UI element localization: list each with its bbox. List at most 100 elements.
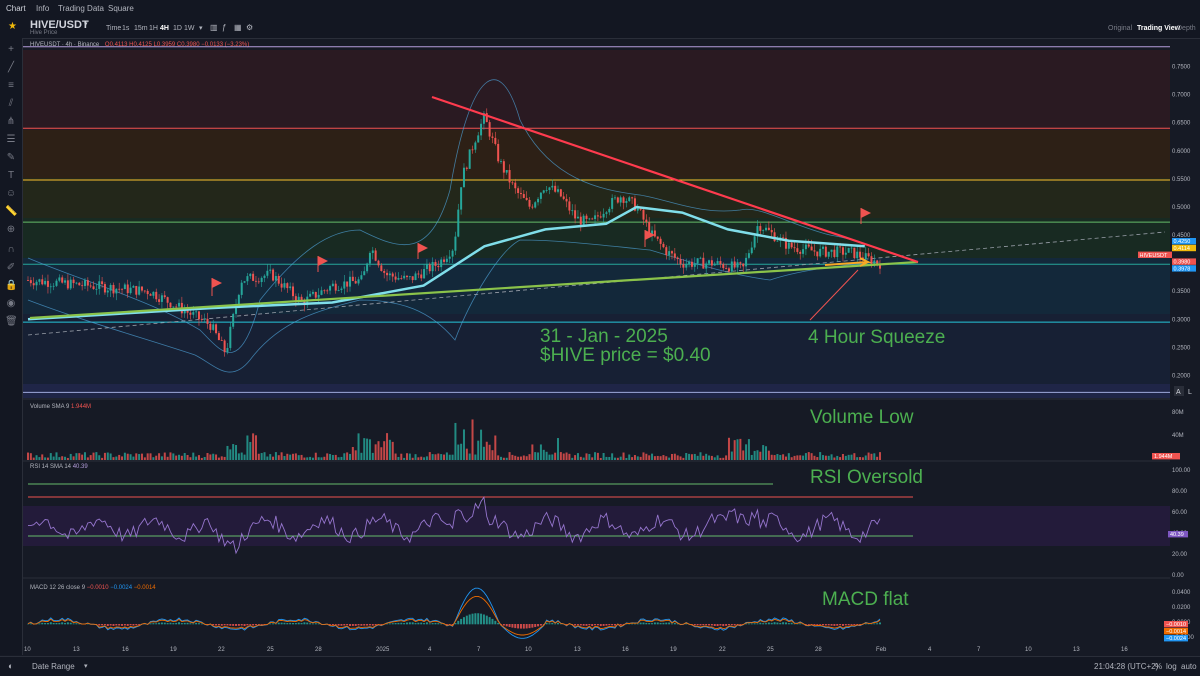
candle-body [449, 257, 451, 259]
macd-bar [603, 624, 605, 626]
macd-bar [557, 623, 559, 624]
volume-bar [617, 458, 619, 460]
candle-body [95, 289, 97, 290]
view-original[interactable]: Original [1108, 25, 1132, 32]
volume-bar [631, 457, 633, 460]
candle-body [642, 210, 644, 220]
resistance-trendline[interactable] [432, 97, 918, 262]
candle-body [628, 197, 630, 201]
candle-body [865, 253, 867, 259]
candle-body [443, 259, 445, 261]
macd-bar [799, 623, 801, 624]
volume-bar [591, 457, 593, 460]
macd-tick-label: 0.0000 [1172, 620, 1191, 626]
text-icon[interactable]: T [5, 170, 17, 182]
candle-body [776, 241, 778, 242]
zoom-icon[interactable]: ⊕ [5, 224, 17, 236]
date-range-button[interactable]: Date Range [32, 662, 75, 671]
support-trendline[interactable] [30, 262, 918, 318]
auto-scale-icon[interactable]: A [1176, 389, 1181, 396]
macd-bar [597, 624, 599, 625]
candle-body [440, 259, 442, 267]
macd-bar [272, 623, 274, 624]
volume-bar [264, 452, 266, 460]
ruler-icon[interactable]: 📏 [5, 206, 17, 218]
lock-draw-icon[interactable]: ✐ [5, 262, 17, 274]
nav-chart[interactable]: Chart [6, 4, 26, 13]
candle-body [355, 281, 357, 283]
macd-bar [819, 624, 821, 625]
volume-bar [611, 453, 613, 460]
brush-icon[interactable]: ✎ [5, 152, 17, 164]
tf-1w[interactable]: 1W [184, 25, 195, 32]
view-depth[interactable]: Depth [1177, 25, 1196, 32]
percent-toggle[interactable]: % [1155, 662, 1162, 671]
nav-trading-data[interactable]: Trading Data [58, 4, 104, 13]
volume-label: Volume SMA 9 [30, 404, 69, 410]
chevron-down-icon[interactable]: ▾ [199, 24, 203, 32]
layout-icon[interactable]: ▦ [234, 23, 242, 32]
candle-body [27, 280, 29, 281]
trash-icon[interactable]: 🗑 [5, 316, 17, 328]
macd-bar [258, 624, 260, 625]
volume-bar [805, 453, 807, 460]
nav-info[interactable]: Info [36, 4, 49, 13]
fib-icon[interactable]: ☰ [5, 134, 17, 146]
pitchfork-icon[interactable]: ⋔ [5, 116, 17, 128]
trendline-icon[interactable]: ╱ [5, 62, 17, 74]
volume-bar [566, 453, 568, 460]
emoji-icon[interactable]: ☺ [5, 188, 17, 200]
candle-body [611, 198, 613, 209]
settings-icon[interactable]: ◐ [8, 661, 13, 671]
legend-ma7: MA 7 close 0 SMA 9 0.4091 [30, 54, 104, 60]
eye-icon[interactable]: ◉ [5, 298, 17, 310]
candle-body [167, 297, 169, 303]
zone-green [23, 218, 1170, 258]
candle-body [198, 311, 200, 319]
candle-body [135, 286, 137, 295]
volume-bar [98, 455, 100, 460]
tf-4h[interactable]: 4H [160, 25, 169, 32]
chart-type-icon[interactable]: ▥ [210, 23, 218, 32]
macd-bar [454, 623, 456, 624]
log-scale-icon[interactable]: L [1188, 389, 1192, 396]
macd-v2: −0.0024 [110, 585, 132, 591]
tf-time[interactable]: Time [106, 25, 121, 32]
candle-body [184, 311, 186, 314]
candle-body [195, 311, 197, 312]
macd-bar [118, 624, 120, 625]
volume-bar [198, 455, 200, 460]
candle-body [375, 250, 377, 260]
tf-1s[interactable]: 1s [122, 25, 129, 32]
macd-bar [756, 624, 758, 625]
flag-icon [318, 256, 328, 272]
candle-body [426, 264, 428, 269]
tf-1d[interactable]: 1D [173, 25, 182, 32]
horizontal-line-icon[interactable]: ≡ [5, 80, 17, 92]
crosshair-icon[interactable]: + [5, 44, 17, 56]
view-trading-view[interactable]: Trading View [1137, 25, 1180, 32]
volume-bar [825, 456, 827, 460]
indicators-icon[interactable]: ƒ [222, 23, 226, 32]
lock-icon[interactable]: 🔒 [5, 280, 17, 292]
candle-body [851, 248, 853, 249]
tf-1h[interactable]: 1H [149, 25, 158, 32]
settings-icon[interactable]: ⚙ [246, 23, 253, 32]
magnet-icon[interactable]: ∩ [5, 244, 17, 256]
volume-bar [642, 452, 644, 460]
volume-bar [329, 454, 331, 460]
candle-body [78, 283, 80, 286]
star-icon[interactable]: ★ [8, 21, 17, 32]
auto-scale-button[interactable] [1174, 386, 1184, 396]
auto-toggle[interactable]: auto [1181, 662, 1197, 671]
chevron-down-icon[interactable]: ▾ [84, 20, 88, 28]
volume-bar [719, 458, 721, 460]
log-toggle[interactable]: log [1166, 662, 1177, 671]
candle-body [719, 261, 721, 264]
channel-icon[interactable]: ⫽ [5, 98, 17, 110]
tf-15m[interactable]: 15m [134, 25, 148, 32]
chevron-down-icon[interactable]: ▾ [84, 662, 88, 670]
candle-body [380, 265, 382, 271]
nav-square[interactable]: Square [108, 4, 134, 13]
